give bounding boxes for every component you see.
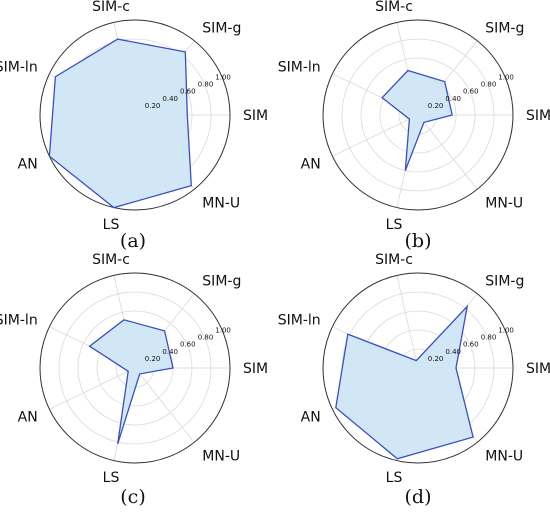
caption-b: (b) <box>405 230 432 252</box>
axis-label-sim-g: SIM-g <box>485 273 524 289</box>
axis-label-sim-ln: SIM-ln <box>278 59 321 75</box>
grid-spoke <box>134 367 195 443</box>
axis-label-sim-g: SIM-g <box>485 20 524 36</box>
axis-label-sim-c: SIM-c <box>375 252 413 268</box>
tick-label: 0.80 <box>481 81 497 89</box>
grid-spoke <box>49 367 136 410</box>
tick-label: 0.40 <box>445 95 461 103</box>
tick-label: 0.60 <box>180 88 196 96</box>
axis-label-sim-c: SIM-c <box>92 252 130 268</box>
tick-label: 0.60 <box>180 341 196 349</box>
axis-label-mn-u: MN-U <box>202 196 240 212</box>
axis-label-sim: SIM <box>243 108 268 124</box>
tick-label: 0.20 <box>145 102 161 110</box>
axis-label-ls: LS <box>386 217 403 233</box>
radar-chart-c: 0.200.400.600.801.00 SIM SIM-g SIM-c SIM-ln A… <box>0 252 268 486</box>
axis-label-sim-g: SIM-g <box>202 20 241 36</box>
outer-frame <box>39 272 231 464</box>
tick-label: 1.00 <box>498 326 514 334</box>
outer-frame <box>322 19 514 211</box>
axis-label-ls: LS <box>386 470 403 486</box>
data-polygon-d <box>335 304 474 460</box>
radar-chart-d: 0.200.400.600.801.00 SIM SIM-g SIM-c SIM-ln A… <box>278 252 550 486</box>
axis-label-ls: LS <box>103 470 120 486</box>
caption-c: (c) <box>120 486 145 508</box>
tick-label: 0.40 <box>162 348 178 356</box>
tick-label: 0.20 <box>145 355 161 363</box>
tick-label: 0.60 <box>463 341 479 349</box>
axis-label-sim-ln: SIM-ln <box>0 312 38 328</box>
tick-label: 0.80 <box>481 334 497 342</box>
axis-label-sim-ln: SIM-ln <box>278 312 321 328</box>
axis-label-mn-u: MN-U <box>485 196 523 212</box>
axis-label-sim: SIM <box>243 361 268 377</box>
tick-label: 1.00 <box>215 326 231 334</box>
caption-d: (d) <box>405 486 432 508</box>
axis-label-sim-c: SIM-c <box>92 0 130 15</box>
axis-label-mn-u: MN-U <box>202 449 240 465</box>
tick-label: 0.40 <box>445 348 461 356</box>
caption-a: (a) <box>120 230 146 252</box>
outer-frame <box>322 272 514 464</box>
tick-label: 0.80 <box>198 81 214 89</box>
axis-label-an: AN <box>301 410 321 426</box>
tick-label: 1.00 <box>498 73 514 81</box>
tick-label: 0.20 <box>428 102 444 110</box>
tick-label: 1.00 <box>215 73 231 81</box>
outer-frame <box>39 19 231 211</box>
radar-chart-a: 0.200.400.600.801.00 SIM SIM-g SIM-c SIM-ln A… <box>0 0 268 233</box>
data-polygon-c <box>88 319 174 445</box>
radar-chart-b: 0.200.400.600.801.00 SIM SIM-g SIM-c SIM-ln A… <box>278 0 550 233</box>
axis-label-sim: SIM <box>526 108 550 124</box>
grid-spoke <box>332 114 419 157</box>
axis-label-an: AN <box>301 157 321 173</box>
data-polygon-b <box>381 69 453 171</box>
axis-label-sim-ln: SIM-ln <box>0 59 38 75</box>
axis-label-sim-c: SIM-c <box>375 0 413 15</box>
grid-spoke <box>417 114 478 190</box>
tick-label: 0.40 <box>162 95 178 103</box>
axis-label-an: AN <box>18 410 38 426</box>
axis-label-sim-g: SIM-g <box>202 273 241 289</box>
axis-label-ls: LS <box>103 217 120 233</box>
axis-label-an: AN <box>18 157 38 173</box>
tick-label: 0.20 <box>428 355 444 363</box>
axis-label-sim: SIM <box>526 361 550 377</box>
tick-label: 0.60 <box>463 88 479 96</box>
grid-spoke <box>396 275 419 369</box>
data-polygon-a <box>48 38 192 209</box>
tick-label: 0.80 <box>198 334 214 342</box>
axis-label-mn-u: MN-U <box>485 449 523 465</box>
